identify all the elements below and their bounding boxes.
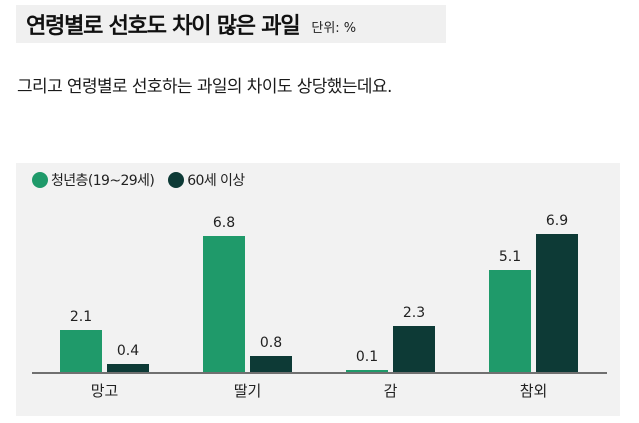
unit-label: 단위: % [311,20,357,36]
bar-young-2 [346,370,388,372]
legend-item-young: 청년층(19~29세) [32,170,155,190]
legend-label-young: 청년층(19~29세) [51,173,155,189]
legend-dot-senior-icon [168,172,185,188]
value-label: 2.1 [69,309,93,325]
value-label: 2.3 [402,305,426,321]
bar-young-3 [489,270,531,372]
category-label: 딸기 [233,382,262,400]
value-label: 5.1 [498,249,522,265]
chart-title-box: 연령별로 선호도 차이 많은 과일 단위: % [16,5,446,43]
x-axis-line [32,372,607,374]
bar-young-1 [203,236,245,372]
value-label: 0.4 [116,343,140,359]
category-label: 참외 [519,382,548,400]
category-label: 감 [383,382,398,400]
value-label: 0.8 [259,335,283,351]
chart-title: 연령별로 선호도 차이 많은 과일 [26,14,301,39]
legend-dot-young-icon [32,172,48,188]
bar-senior-1 [250,356,292,372]
category-label: 망고 [90,382,119,400]
legend-item-senior: 60세 이상 [168,170,245,190]
chart-panel: 청년층(19~29세) 60세 이상 2.1 0.4 망고 6.8 0.8 딸기 0.1 2.… [16,163,620,416]
value-label: 6.9 [545,213,569,229]
value-label: 6.8 [212,215,236,231]
bar-senior-3 [536,234,578,372]
legend: 청년층(19~29세) 60세 이상 [32,170,259,190]
bar-senior-0 [107,364,149,372]
legend-label-senior: 60세 이상 [187,173,245,189]
bar-senior-2 [393,326,435,372]
bar-young-0 [60,330,102,372]
caption-text: 그리고 연령별로 선호하는 과일의 차이도 상당했는데요. [17,77,392,97]
value-label: 0.1 [355,349,379,365]
